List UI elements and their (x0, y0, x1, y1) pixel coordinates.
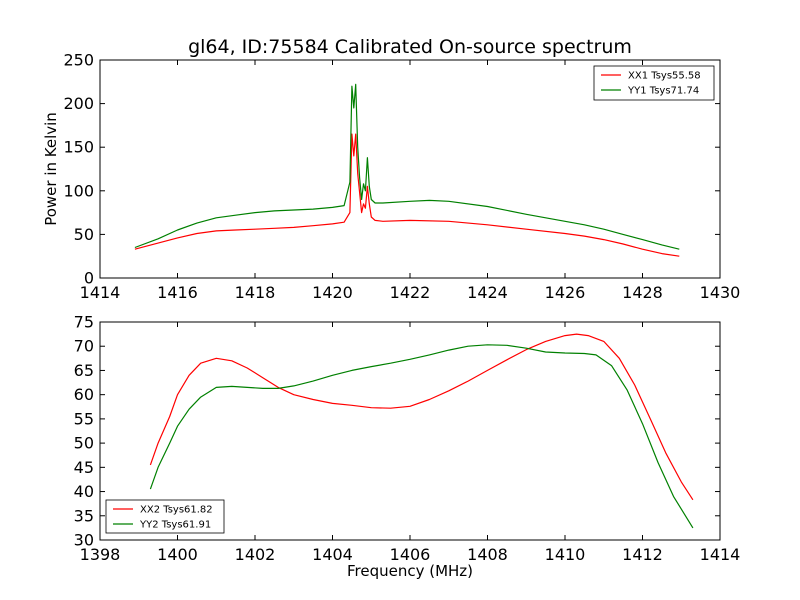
top-y-tick-label: 150 (63, 138, 94, 157)
bottom-series-line-yy2 (149, 344, 694, 529)
top-y-tick-label: 100 (63, 181, 94, 200)
bottom-subplot: Frequency (MHz) 1398 1400 1402 1404 1406 1408… (74, 313, 741, 581)
top-series-layer (134, 83, 680, 257)
top-legend-box (593, 65, 715, 101)
top-ticks: 1414 1416 1418 1420 1422 1424 1426 1428 1430 0 50 1… (63, 51, 740, 303)
top-y-tick-label: 0 (84, 269, 94, 288)
top-x-tick-label: 1418 (235, 283, 276, 302)
top-series-line-xx1 (134, 133, 680, 257)
chart-title: gl64, ID:75584 Calibrated On-source spec… (188, 36, 632, 58)
top-legend: XX1 Tsys55.58 YY1 Tsys71.74 (593, 65, 715, 101)
bottom-y-tick-label: 70 (74, 337, 94, 356)
top-x-tick-label: 1426 (545, 283, 586, 302)
top-x-tick-label: 1422 (390, 283, 431, 302)
bottom-y-tick-label: 55 (74, 409, 94, 428)
bottom-y-tick-label: 50 (74, 434, 94, 453)
top-series-line-yy1 (134, 83, 680, 250)
bottom-ticks: 1398 1400 1402 1404 1406 1408 1410 1412 1414 30 35… (74, 313, 741, 565)
top-x-tick-label: 1430 (700, 283, 741, 302)
bottom-series-line-xx2 (149, 333, 694, 501)
bottom-x-tick-label: 1412 (622, 545, 663, 564)
bottom-y-tick-label: 75 (74, 313, 94, 332)
bottom-x-tick-label: 1414 (700, 545, 741, 564)
bottom-y-tick-label: 40 (74, 482, 94, 501)
top-subplot: gl64, ID:75584 Calibrated On-source spec… (42, 36, 740, 302)
top-y-tick-label: 200 (63, 94, 94, 113)
top-legend-label-xx1: XX1 Tsys55.58 (628, 71, 701, 82)
top-y-tick-label: 50 (74, 225, 94, 244)
top-y-axis-label: Power in Kelvin (42, 112, 60, 226)
bottom-x-tick-label: 1404 (312, 545, 353, 564)
top-x-tick-label: 1414 (80, 283, 121, 302)
bottom-y-tick-label: 30 (74, 531, 94, 550)
bottom-legend-label-xx2: XX2 Tsys61.82 (140, 505, 213, 516)
top-x-tick-label: 1424 (467, 283, 508, 302)
bottom-x-tick-label: 1408 (467, 545, 508, 564)
bottom-x-tick-label: 1398 (80, 545, 121, 564)
bottom-x-tick-label: 1410 (545, 545, 586, 564)
bottom-series-layer (149, 333, 694, 529)
bottom-y-tick-label: 60 (74, 385, 94, 404)
top-x-tick-label: 1416 (157, 283, 198, 302)
bottom-legend: XX2 Tsys61.82 YY2 Tsys61.91 (105, 499, 225, 534)
bottom-legend-box (105, 499, 225, 534)
bottom-y-tick-label: 65 (74, 361, 94, 380)
top-x-tick-label: 1428 (622, 283, 663, 302)
bottom-y-tick-label: 45 (74, 458, 94, 477)
top-legend-label-yy1: YY1 Tsys71.74 (627, 86, 699, 97)
bottom-legend-label-yy2: YY2 Tsys61.91 (139, 520, 211, 531)
bottom-x-tick-label: 1406 (390, 545, 431, 564)
bottom-y-tick-label: 35 (74, 506, 94, 525)
top-y-tick-label: 250 (63, 51, 94, 70)
bottom-x-tick-label: 1402 (235, 545, 276, 564)
bottom-x-tick-label: 1400 (157, 545, 198, 564)
top-x-tick-label: 1420 (312, 283, 353, 302)
bottom-x-axis-label: Frequency (MHz) (347, 562, 473, 580)
